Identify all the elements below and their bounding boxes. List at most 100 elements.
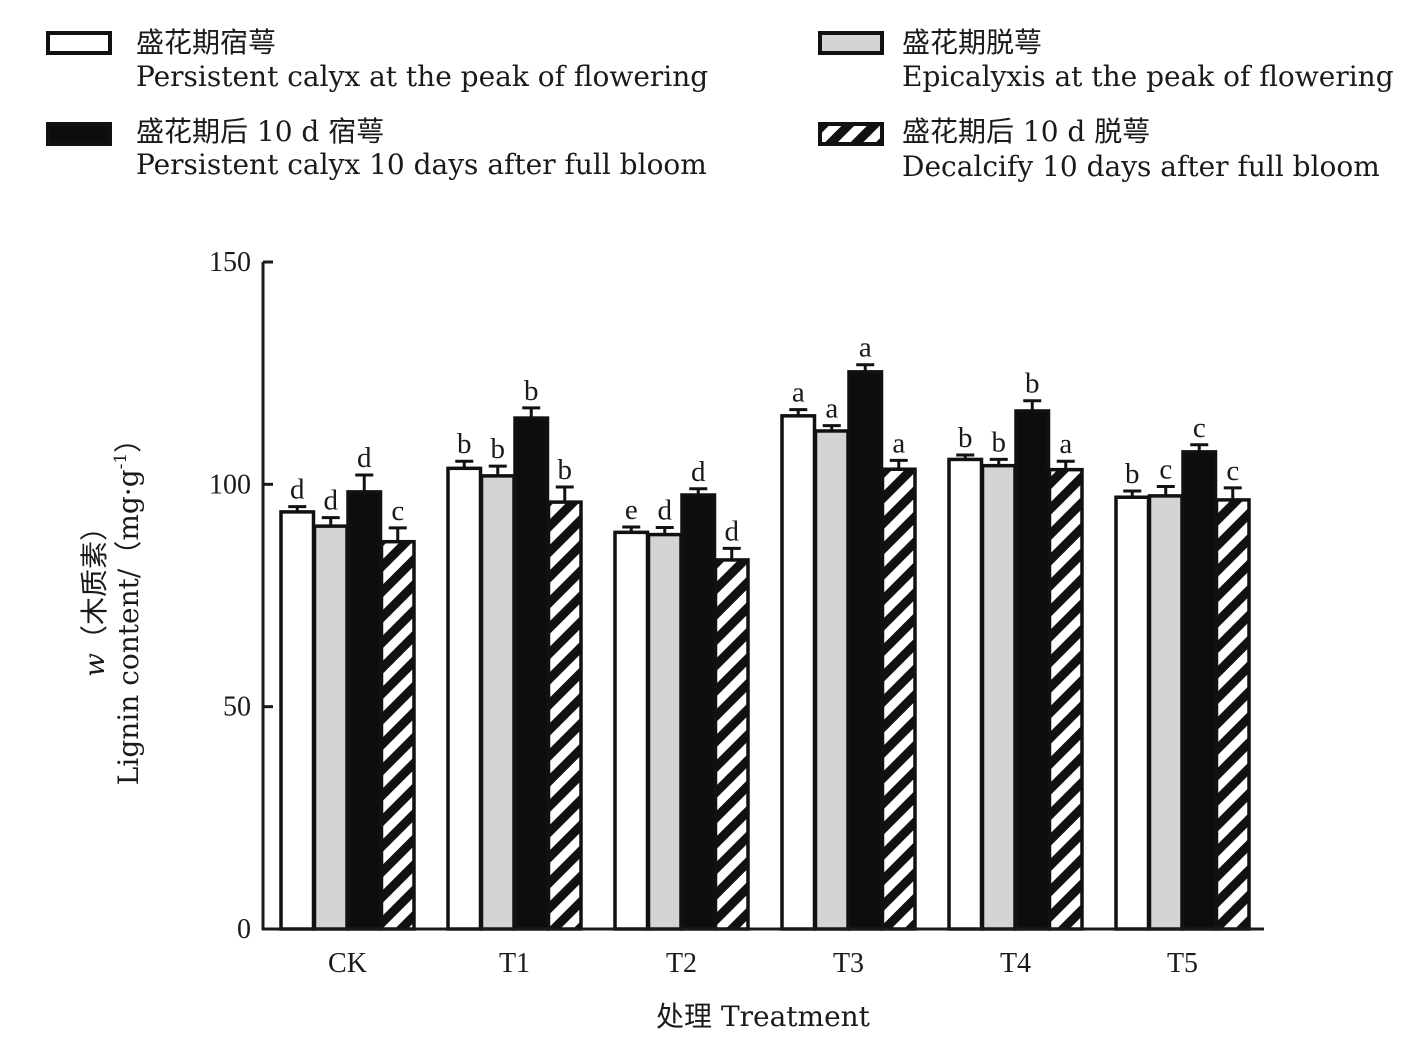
bar-t1-series-4 [546,500,583,931]
bar-t5-series-4 [1214,498,1251,931]
sig-letter-ck-series-4: c [391,495,404,527]
bar-t2-series-3 [680,493,717,931]
error-bar-ck-series-1 [288,505,307,512]
x-tick-label-t3: T3 [833,948,864,979]
error-bar-t5-series-1 [1123,489,1142,498]
error-bar-ck-series-2 [321,516,340,527]
sig-letter-t5-series-4: c [1226,455,1239,487]
sig-letter-t5-series-1: b [1125,458,1140,490]
error-bar-t3-series-3 [856,363,875,372]
bar-t5-series-1 [1114,495,1151,931]
error-bar-t3-series-1 [789,408,808,416]
sig-letter-t3-series-4: a [892,427,905,459]
legend-label-en-3: Persistent calyx 10 days after full bloo… [136,148,707,181]
bar-t4-series-3 [1014,409,1051,931]
x-tick-label-ck: CK [328,948,367,979]
bar-t3-series-4 [880,467,917,931]
bar-t4-series-4 [1047,467,1084,931]
sig-letter-t5-series-3: c [1193,412,1206,444]
y-axis-title: w（木质素） [78,513,111,677]
legend-label-cn-3: 盛花期后 10 d 宿萼 [136,115,384,148]
error-bar-t3-series-2 [822,424,841,431]
bar-t4-series-1 [947,457,984,931]
error-bar-t5-series-2 [1156,485,1175,496]
error-bar-t2-series-3 [689,487,708,496]
bar-t1-series-3 [513,416,550,931]
sig-letter-t3-series-1: a [792,377,805,409]
bar-t3-series-1 [780,414,817,931]
bar-ck-series-3 [346,490,383,931]
legend-item-4: 盛花期后 10 d 脱萼 Decalcify 10 days after ful… [818,115,1380,183]
y-axis-var: w [78,653,111,677]
legend-label-cn-2: 盛花期脱萼 [902,26,1042,59]
sig-letter-ck-series-2: d [324,485,339,517]
legend-item-1: 盛花期宿萼 Persistent calyx at the peak of fl… [46,26,708,93]
sig-letter-ck-series-1: d [290,474,305,506]
error-bar-t2-series-1 [622,525,641,533]
error-bar-ck-series-4 [388,526,407,542]
y-tick-label-150: 150 [209,247,251,278]
legend: 盛花期宿萼 Persistent calyx at the peak of fl… [46,26,1394,183]
y-tick-label-50: 50 [223,692,251,723]
legend-swatch-3 [46,122,112,146]
legend-label-en-1: Persistent calyx at the peak of flowerin… [136,60,708,93]
sig-letter-t3-series-2: a [825,393,838,425]
bar-t2-series-4 [713,558,750,931]
y-axis-title-line1: w（木质素） [78,513,111,677]
sig-letter-t4-series-4: a [1059,428,1072,460]
error-bar-ck-series-3 [355,473,374,492]
y-axis-sup: -1 [111,453,131,470]
sig-letter-t4-series-2: b [992,426,1007,458]
bar-ck-series-1 [279,510,316,931]
legend-item-3: 盛花期后 10 d 宿萼 Persistent calyx 10 days af… [46,115,707,181]
x-ticks: CK T1 T2 T3 T4 T5 [328,948,1198,979]
bar-t5-series-2 [1147,494,1184,931]
sig-letter-t1-series-4: b [558,454,573,486]
error-bar-t4-series-2 [989,457,1008,466]
sig-letter-t4-series-1: b [958,422,973,454]
x-tick-label-t5: T5 [1167,948,1198,979]
error-bar-t1-series-3 [522,406,541,419]
bar-t1-series-1 [446,466,483,931]
sig-letter-t1-series-3: b [524,375,539,407]
error-bar-t5-series-3 [1190,443,1209,452]
bar-t3-series-2 [813,429,850,931]
x-tick-label-t1: T1 [499,948,530,979]
sig-letter-t2-series-3: d [691,456,706,488]
y-tick-label-0: 0 [237,914,251,945]
error-bar-t1-series-4 [555,485,574,503]
bar-t1-series-2 [479,474,516,931]
x-tick-label-t2: T2 [666,948,697,979]
error-bar-t1-series-1 [455,459,474,469]
error-bar-t2-series-2 [655,525,674,535]
error-bar-t4-series-4 [1056,459,1075,470]
y-tick-label-100: 100 [209,469,251,500]
legend-swatch-1 [46,31,112,55]
sig-letter-t5-series-2: c [1159,454,1172,486]
y-ticks: 0 50 100 150 [209,247,273,945]
error-bar-t5-series-4 [1223,486,1242,500]
bar-ck-series-2 [312,524,349,931]
sig-letter-ck-series-3: d [357,442,372,474]
legend-label-en-4: Decalcify 10 days after full bloom [902,150,1380,183]
y-axis-title-line2: Lignin content/（mg·g-1） [111,425,145,785]
x-tick-label-t4: T4 [1000,948,1031,979]
y-axis-close: ） [112,425,145,453]
sig-letter-t3-series-3: a [859,332,872,364]
sig-letter-t2-series-2: d [658,494,673,526]
bar-ck-series-4 [379,539,416,931]
sig-letter-t2-series-1: e [625,494,638,526]
sig-letter-t1-series-2: b [491,433,506,465]
bar-t3-series-3 [847,370,884,931]
legend-item-2: 盛花期脱萼 Epicalyxis at the peak of flowerin… [818,26,1394,93]
bar-t2-series-2 [646,532,683,931]
y-axis-en: Lignin content/（mg·g [112,469,145,785]
legend-label-en-2: Epicalyxis at the peak of flowering [902,60,1394,93]
legend-label-cn-4: 盛花期后 10 d 脱萼 [902,115,1150,148]
bar-t4-series-2 [980,463,1017,931]
y-axis-cn: （木质素） [78,513,111,653]
legend-swatch-4 [818,122,884,146]
error-bar-t4-series-1 [956,453,975,460]
